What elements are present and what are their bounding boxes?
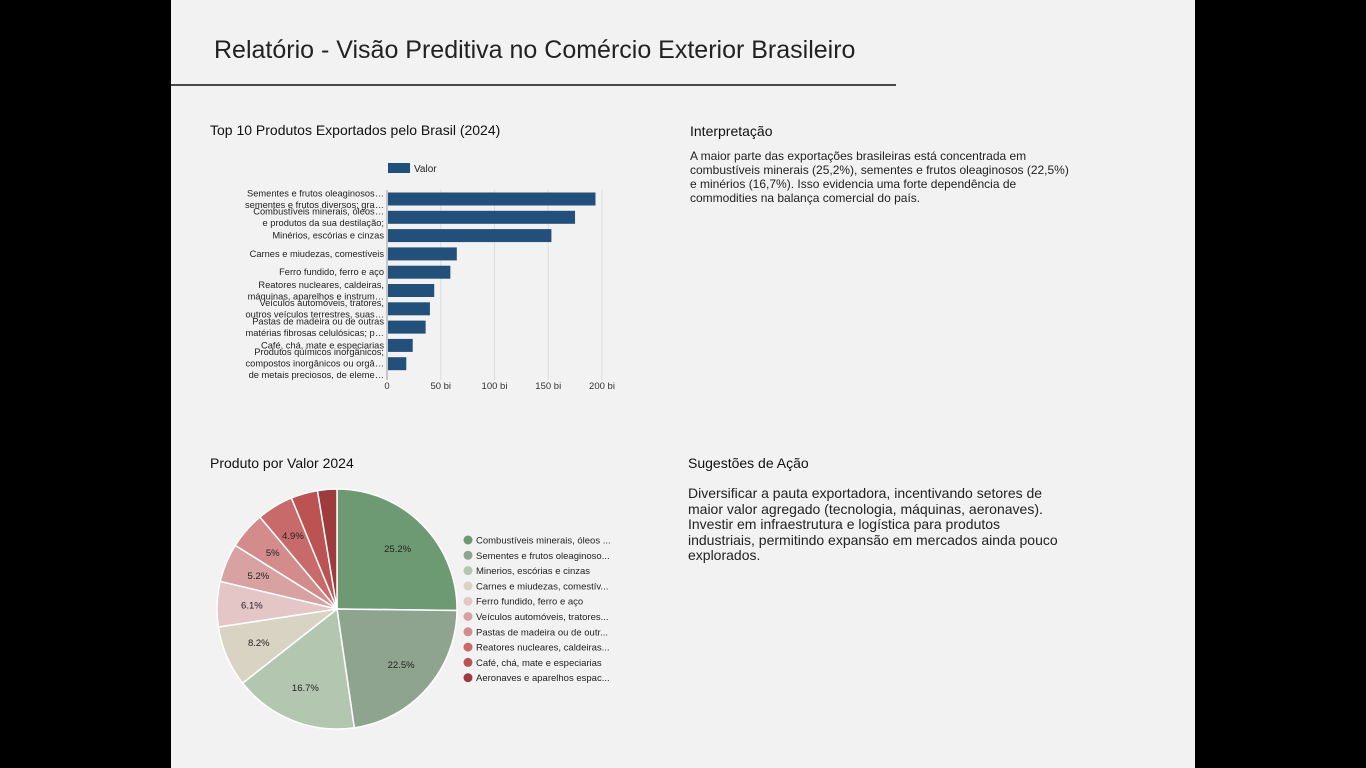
- x-tick-label: 0: [384, 381, 389, 392]
- bar: [388, 284, 435, 297]
- legend-marker: [463, 627, 473, 637]
- category-label: Reatores nucleares, caldeiras,: [258, 280, 384, 290]
- interpretation-text: A maior parte das exportações brasileira…: [690, 149, 1069, 205]
- bar: [388, 265, 451, 279]
- report-page: Relatório - Visão Preditiva no Comércio …: [171, 0, 1195, 768]
- x-tick-label: 150 bi: [535, 381, 561, 392]
- pie-slice-label: 22.5%: [388, 660, 415, 671]
- legend-label: Veículos automóveis, tratores...: [476, 612, 609, 623]
- category-label: compostos inorgânicos ou orgâ…: [246, 359, 385, 369]
- suggestions-text: Diversificar a pauta exportadora, incent…: [688, 485, 1058, 563]
- bar: [388, 247, 457, 261]
- bar-chart: Valor 0 50 bi 100 bi 150 bi 200 bi Sementes e …: [245, 163, 615, 392]
- legend-marker: [463, 612, 473, 621]
- report-title: Relatório - Visão Preditiva no Comércio …: [214, 36, 856, 64]
- category-label: Café, chá, mate e especiarias: [261, 340, 384, 350]
- category-label: outros veículos terrestres, suas…: [246, 310, 384, 320]
- legend-marker: [463, 535, 473, 545]
- category-label: Produtos químicos inorgânicos;: [254, 347, 384, 357]
- bar: [388, 338, 413, 352]
- pie-slice-label: 8.2%: [248, 638, 270, 649]
- legend-marker: [463, 550, 473, 560]
- pie-slice-label: 25.2%: [384, 544, 411, 555]
- pie-slice: [316, 488, 338, 610]
- category-label: Carnes e miudezas, comestíveis: [250, 249, 385, 259]
- pie-slice-label: 5%: [266, 548, 280, 559]
- legend-marker: [463, 581, 473, 591]
- category-label: Veículos automóveis, tratores,: [259, 298, 384, 308]
- bar: [388, 302, 430, 316]
- pie-slice: [336, 608, 458, 729]
- pie-slice: [241, 607, 356, 730]
- legend-marker: [463, 566, 473, 576]
- legend-marker: [463, 673, 473, 683]
- category-label: Minérios, escórias e cinzas: [272, 231, 384, 241]
- interpretation-title: Interpretação: [690, 123, 773, 139]
- category-label: Combustíveis minerais, óleos…: [253, 207, 384, 217]
- pie-chart: 25.2% 22.5% 16.7% 8.2% 6.1% 5.2% 5%4.9% Combust…: [216, 488, 611, 730]
- legend-label: Pastas de madeira ou de outr...: [476, 627, 608, 638]
- legend-label: Valor: [414, 164, 437, 175]
- legend-label: Ferro fundido, ferro e aço: [476, 597, 583, 608]
- category-label: máquinas, aparelhos e instrum…: [248, 291, 384, 301]
- x-tick-label: 100 bi: [482, 381, 508, 392]
- legend-label: Café, chá, mate e especiarias: [476, 658, 602, 669]
- legend-label: Reatores nucleares, caldeiras...: [476, 643, 610, 654]
- category-label: Ferro fundido, ferro e aço: [279, 267, 384, 277]
- category-label: Pastas de madeira ou de outras: [252, 316, 384, 326]
- title-divider: [171, 84, 896, 86]
- bar: [388, 320, 426, 334]
- bar: [388, 192, 596, 206]
- category-label: Sementes e frutos oleaginosos…: [247, 188, 384, 198]
- suggestions-title: Sugestões de Ação: [688, 455, 809, 471]
- bar: [388, 229, 552, 243]
- legend-label: Sementes e frutos oleaginoso...: [476, 551, 610, 562]
- legend-marker: [463, 657, 473, 667]
- pie-slice-label: 5.2%: [248, 571, 270, 582]
- legend-swatch: [388, 163, 410, 173]
- legend-marker: [463, 596, 473, 606]
- bar: [388, 357, 407, 371]
- legend-label: Carnes e miudezas, comestív...: [476, 581, 608, 592]
- pie-chart-title: Produto por Valor 2024: [210, 455, 354, 471]
- legend-marker: [463, 642, 473, 652]
- bar-chart-title: Top 10 Produtos Exportados pelo Brasil (…: [210, 122, 501, 138]
- legend-label: Aeronaves e aparelhos espac...: [476, 673, 610, 684]
- x-tick-label: 50 bi: [430, 381, 451, 392]
- bar: [388, 210, 576, 224]
- pie-slice-label: 4.9%: [282, 531, 304, 542]
- category-label: de metais preciosos, de eleme…: [249, 370, 384, 380]
- pie-slice: [336, 488, 458, 612]
- legend-label: Combustíveis minerais, óleos ...: [476, 536, 611, 547]
- legend-label: Minerios, escórias e cinzas: [476, 566, 590, 577]
- pie-slice-label: 6.1%: [241, 601, 263, 612]
- category-label: matérias fibrosas celulósicas; p…: [246, 328, 384, 338]
- x-tick-label: 200 bi: [589, 381, 615, 392]
- category-label: sementes e frutos diversos; gra…: [245, 200, 384, 210]
- pie-slice-label: 16.7%: [292, 683, 319, 694]
- category-label: e produtos da sua destilação;: [263, 218, 384, 228]
